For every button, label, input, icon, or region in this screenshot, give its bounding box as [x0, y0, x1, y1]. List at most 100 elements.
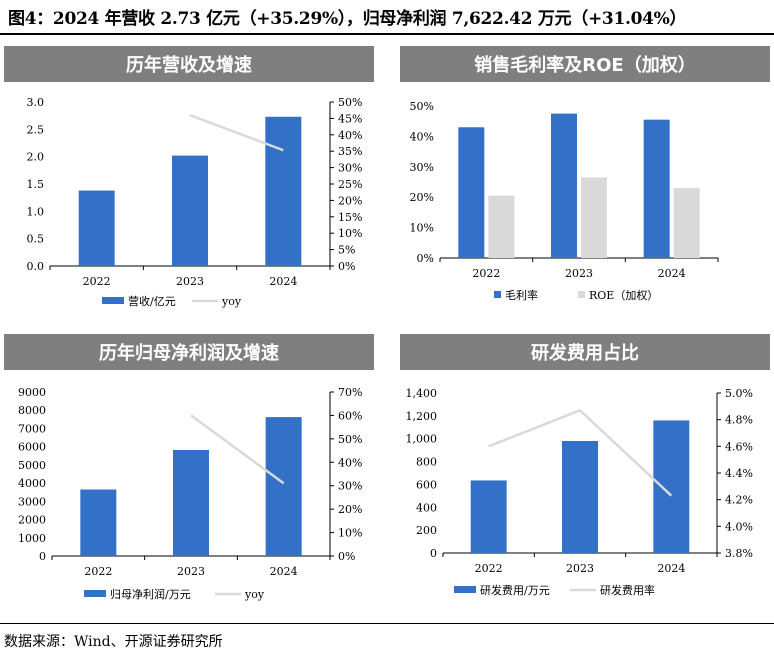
y-tick-label: 0	[430, 547, 437, 560]
bar	[488, 195, 515, 258]
x-tick-label: 2022	[83, 275, 111, 288]
y2-tick-label: 30%	[338, 480, 362, 493]
y-tick-label: 1000	[18, 532, 46, 545]
bar	[470, 480, 507, 553]
y-tick-label: 20%	[410, 191, 434, 204]
margin-roe-chart-title: 销售毛利率及ROE（加权）	[400, 46, 770, 82]
y-tick-label: 4000	[18, 477, 46, 490]
y-tick-label: 3000	[18, 495, 46, 508]
x-tick-label: 2023	[176, 275, 204, 288]
x-tick-label: 2023	[565, 267, 593, 280]
bar	[80, 489, 117, 556]
y2-tick-label: 10%	[338, 527, 362, 540]
series-line	[190, 414, 285, 485]
net-profit-chart-title: 历年归母净利润及增速	[4, 334, 374, 370]
y2-tick-label: 40%	[338, 129, 362, 142]
bar	[562, 441, 598, 553]
bottom-rule	[0, 623, 774, 624]
figure-title: 图4：2024 年营收 2.73 亿元（+35.29%），归母净利润 7,622…	[8, 9, 687, 29]
legend-label: yoy	[244, 588, 265, 601]
legend-label: 研发费用/万元	[480, 583, 550, 597]
x-tick-label: 2023	[177, 565, 205, 578]
source-note: 数据来源：Wind、开源证券研究所	[4, 634, 223, 650]
y2-tick-label: 0%	[338, 260, 355, 273]
y2-tick-label: 15%	[338, 211, 362, 224]
y-tick-label: 200	[416, 524, 437, 537]
bar	[653, 420, 690, 553]
rd-expense-chart: 1,400 1,200 1,000 800 600 400 200 0 5.0% 4.8% 4.6%…	[406, 387, 753, 597]
y2-tick-label: 50%	[338, 96, 362, 109]
y-tick-label: 40%	[410, 130, 434, 143]
y2-tick-label: 20%	[338, 503, 362, 516]
y-tick-label: 6000	[18, 441, 46, 454]
legend-label: ROE（加权）	[589, 289, 658, 302]
y-tick-label: 0	[39, 550, 46, 563]
series-line	[189, 113, 284, 152]
bar	[173, 449, 209, 556]
y-tick-label: 7000	[18, 422, 46, 435]
y2-tick-label: 70%	[338, 386, 362, 399]
net-profit-chart: 9000 8000 7000 6000 5000 4000 3000 2000 1000 0 70%…	[18, 386, 362, 601]
y2-tick-label: 50%	[338, 433, 362, 446]
x-tick-label: 2022	[84, 565, 112, 578]
y-tick-label: 30%	[410, 161, 434, 174]
legend-label: 营收/亿元	[128, 294, 176, 308]
y2-tick-label: 4.6%	[725, 440, 753, 453]
y-tick-label: 1,000	[406, 433, 438, 446]
y-tick-label: 2.0	[27, 151, 45, 164]
y2-tick-label: 60%	[338, 409, 362, 422]
y-tick-label: 1,200	[406, 410, 438, 423]
net-profit-chart-panel: 9000 8000 7000 6000 5000 4000 3000 2000 1000 0 70%…	[0, 334, 376, 619]
y2-tick-label: 4.2%	[725, 494, 753, 507]
rd-expense-chart-title: 研发费用占比	[400, 334, 770, 370]
x-tick-label: 2024	[657, 562, 685, 575]
y2-tick-label: 4.4%	[725, 467, 753, 480]
bar	[673, 188, 700, 258]
y2-tick-label: 10%	[338, 227, 362, 240]
revenue-chart-panel: 3.0 2.5 2.0 1.5 1.0 0.5 0.0 50% 45% 40% 35% 30% 25% 2…	[0, 46, 376, 331]
margin-roe-chart: 50% 40% 30% 20% 10% 0% 2022 2023 2024 毛利率 ROE（加权）	[410, 100, 719, 302]
y2-tick-label: 4.0%	[725, 520, 753, 533]
bar	[78, 190, 115, 266]
y2-tick-label: 5.0%	[725, 387, 753, 400]
bar	[172, 155, 208, 266]
y-tick-label: 0.5	[27, 233, 45, 246]
y-tick-label: 3.0	[27, 96, 45, 109]
legend-label: 归母净利润/万元	[110, 587, 191, 601]
legend-swatch	[454, 586, 476, 593]
y-tick-label: 800	[416, 456, 437, 469]
x-tick-label: 2024	[658, 267, 686, 280]
y2-tick-label: 25%	[338, 178, 362, 191]
bar	[581, 177, 607, 258]
x-tick-label: 2023	[566, 562, 594, 575]
revenue-chart: 3.0 2.5 2.0 1.5 1.0 0.5 0.0 50% 45% 40% 35% 30% 25% 2…	[27, 96, 363, 308]
y-tick-label: 1.5	[27, 178, 45, 191]
y-tick-label: 1.0	[27, 205, 45, 218]
y-tick-label: 0.0	[27, 260, 45, 273]
legend-label: 毛利率	[505, 288, 538, 302]
y-tick-label: 1,400	[406, 387, 438, 400]
y-tick-label: 5000	[18, 459, 46, 472]
legend-swatch	[84, 590, 106, 597]
bar	[643, 119, 670, 259]
y-tick-label: 9000	[18, 386, 46, 399]
bar	[265, 417, 302, 556]
top-rule	[0, 33, 774, 35]
margin-roe-chart-panel: 50% 40% 30% 20% 10% 0% 2022 2023 2024 毛利率 ROE（加权） …	[396, 46, 772, 331]
legend-label: 研发费用率	[600, 583, 655, 597]
y-tick-label: 600	[416, 478, 437, 491]
y-tick-label: 8000	[18, 404, 46, 417]
bar	[265, 116, 302, 266]
y2-tick-label: 30%	[338, 162, 362, 175]
rd-expense-chart-panel: 1,400 1,200 1,000 800 600 400 200 0 5.0% 4.8% 4.6%…	[396, 334, 772, 619]
y-tick-label: 10%	[410, 222, 434, 235]
x-tick-label: 2022	[475, 562, 503, 575]
y2-tick-label: 0%	[338, 550, 355, 563]
x-tick-label: 2024	[269, 275, 297, 288]
legend-swatch	[102, 297, 124, 304]
x-tick-label: 2022	[472, 267, 500, 280]
y2-tick-label: 35%	[338, 145, 362, 158]
y2-tick-label: 4.8%	[725, 414, 753, 427]
y-tick-label: 2000	[18, 514, 46, 527]
y2-tick-label: 40%	[338, 456, 362, 469]
